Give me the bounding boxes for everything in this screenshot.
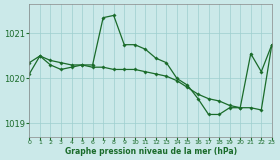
X-axis label: Graphe pression niveau de la mer (hPa): Graphe pression niveau de la mer (hPa): [64, 147, 237, 156]
